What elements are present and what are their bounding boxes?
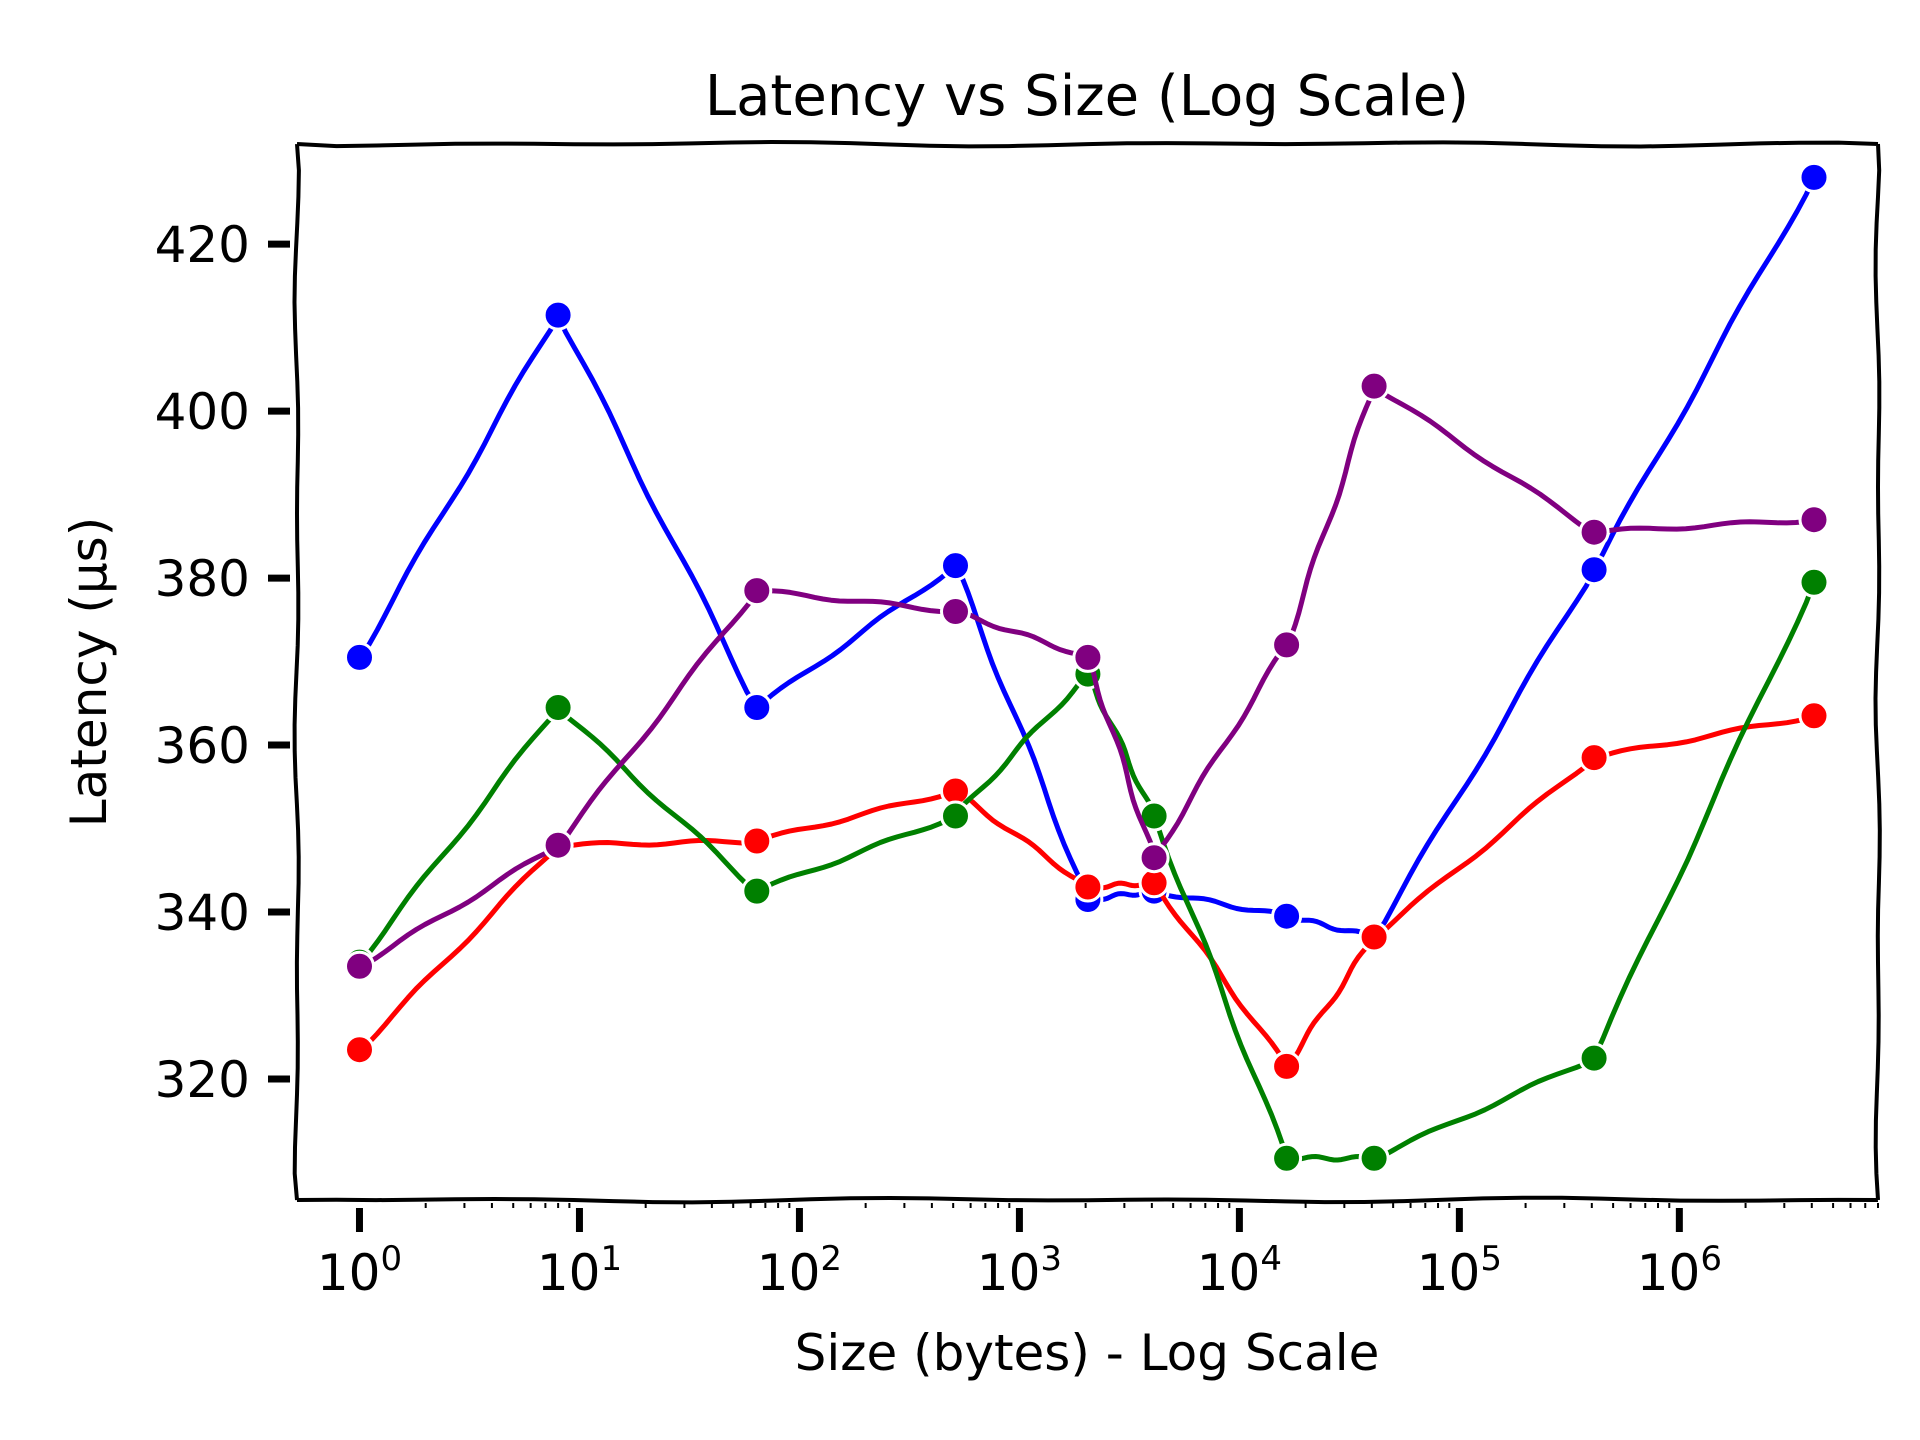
data-point-green-3 bbox=[940, 800, 971, 832]
data-point-purple-1 bbox=[542, 829, 574, 861]
data-point-purple-4 bbox=[1072, 641, 1104, 673]
data-point-red-6 bbox=[1271, 1050, 1303, 1082]
x-tick-label: 100 bbox=[317, 1239, 402, 1302]
data-point-red-9 bbox=[1798, 700, 1830, 732]
series-layer bbox=[344, 161, 1830, 1174]
y-tick-label: 360 bbox=[155, 717, 250, 775]
data-point-red-7 bbox=[1358, 921, 1390, 953]
y-tick-label: 380 bbox=[155, 550, 250, 608]
data-point-green-7 bbox=[1358, 1142, 1390, 1174]
series-purple bbox=[344, 370, 1830, 982]
data-point-blue-0 bbox=[344, 641, 375, 673]
data-point-blue-2 bbox=[741, 692, 773, 723]
data-point-blue-3 bbox=[940, 550, 971, 582]
x-tick-label: 103 bbox=[977, 1239, 1062, 1302]
data-point-purple-7 bbox=[1358, 370, 1390, 402]
data-point-purple-2 bbox=[741, 575, 773, 607]
ticks-layer: 320 340 360 380 400 420 100 101 102 103 104 105 106 bbox=[155, 216, 1879, 1302]
data-point-purple-9 bbox=[1798, 504, 1830, 536]
data-point-blue-9 bbox=[1798, 161, 1830, 193]
data-point-red-2 bbox=[741, 825, 773, 857]
series-line-green bbox=[357, 581, 1817, 1163]
data-point-green-9 bbox=[1798, 566, 1830, 598]
data-point-blue-6 bbox=[1271, 900, 1303, 932]
series-line-red bbox=[357, 713, 1815, 1069]
y-tick-label: 320 bbox=[155, 1051, 250, 1109]
series-line-purple bbox=[358, 383, 1815, 969]
plot-frame bbox=[292, 139, 1882, 1205]
x-tick-label: 102 bbox=[757, 1239, 842, 1302]
data-point-green-6 bbox=[1271, 1142, 1303, 1174]
data-point-purple-3 bbox=[940, 596, 971, 627]
x-tick-label: 101 bbox=[537, 1239, 622, 1302]
data-point-purple-5 bbox=[1138, 842, 1170, 874]
x-tick-label: 105 bbox=[1417, 1239, 1502, 1302]
series-line-blue bbox=[357, 176, 1817, 940]
data-point-green-2 bbox=[741, 875, 773, 907]
y-tick-label: 420 bbox=[155, 216, 250, 274]
y-tick-label: 400 bbox=[155, 383, 250, 441]
data-point-red-4 bbox=[1072, 871, 1104, 903]
data-point-red-0 bbox=[344, 1034, 375, 1066]
x-tick-label: 106 bbox=[1637, 1239, 1722, 1302]
y-tick-label: 340 bbox=[155, 884, 250, 942]
data-point-purple-8 bbox=[1578, 516, 1610, 548]
y-axis-label: Latency (µs) bbox=[60, 517, 118, 827]
series-blue bbox=[344, 161, 1830, 953]
chart-title: Latency vs Size (Log Scale) bbox=[705, 64, 1469, 129]
x-axis-label: Size (bytes) - Log Scale bbox=[795, 1324, 1380, 1382]
data-point-blue-1 bbox=[542, 299, 574, 331]
data-point-purple-0 bbox=[344, 950, 375, 982]
x-tick-label: 104 bbox=[1197, 1239, 1282, 1302]
series-green bbox=[344, 566, 1830, 1174]
data-point-blue-8 bbox=[1578, 554, 1610, 586]
data-point-red-8 bbox=[1578, 742, 1610, 774]
data-point-green-8 bbox=[1578, 1042, 1610, 1074]
data-point-green-1 bbox=[542, 692, 574, 723]
data-point-purple-6 bbox=[1271, 629, 1303, 661]
